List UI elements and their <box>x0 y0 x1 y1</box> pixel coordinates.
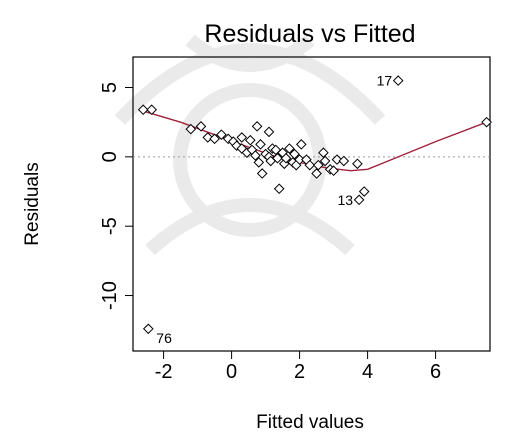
point-annotation: 17 <box>377 73 393 89</box>
data-point <box>137 104 149 116</box>
data-point <box>231 140 243 152</box>
data-point <box>328 165 339 177</box>
x-axis: -2 0 2 4 6 <box>155 351 441 383</box>
data-point <box>358 186 370 197</box>
data-point <box>311 168 322 179</box>
data-point <box>142 323 154 335</box>
data-point <box>289 148 300 160</box>
data-point <box>255 139 266 150</box>
data-point <box>256 168 268 179</box>
data-point <box>216 129 227 140</box>
data-point <box>304 159 316 171</box>
y-axis: 5 0 -5 -10 <box>99 82 133 310</box>
data-point <box>284 143 295 154</box>
data-point <box>272 152 283 164</box>
x-tick-label: 4 <box>362 361 373 383</box>
data-point <box>146 104 158 116</box>
data-point <box>392 75 404 86</box>
data-point <box>250 150 261 161</box>
y-tick-label: -5 <box>99 217 121 235</box>
data-point <box>263 126 275 138</box>
loess-smooth-line <box>143 110 487 172</box>
y-tick-label: 5 <box>99 82 121 93</box>
data-point <box>295 139 307 150</box>
data-points <box>137 75 492 335</box>
plot-frame <box>132 56 491 352</box>
data-point <box>353 194 365 206</box>
data-point <box>253 157 265 168</box>
point-annotation: 13 <box>338 192 354 208</box>
x-tick-label: -2 <box>155 361 173 383</box>
x-axis-label: Fitted values <box>256 412 364 433</box>
data-point <box>251 121 263 132</box>
point-annotations: 17 13 76 <box>156 73 392 346</box>
data-point <box>481 116 492 128</box>
data-point <box>318 147 329 158</box>
y-tick-label: -10 <box>99 281 121 310</box>
data-point <box>222 133 234 145</box>
data-point <box>319 155 331 167</box>
data-point <box>352 158 363 170</box>
data-point <box>331 154 343 165</box>
y-tick-label: 0 <box>99 151 121 162</box>
data-point <box>338 155 350 167</box>
data-point <box>209 133 220 145</box>
data-point <box>236 132 248 143</box>
data-point <box>278 158 290 170</box>
data-point <box>195 121 207 132</box>
data-point <box>273 183 285 195</box>
data-point <box>244 134 256 146</box>
chart-title: Residuals vs Fitted <box>204 20 415 48</box>
data-point <box>185 123 197 135</box>
x-tick-label: 2 <box>294 361 305 383</box>
x-tick-label: 0 <box>226 361 237 383</box>
point-annotation: 76 <box>156 330 172 346</box>
y-axis-label: Residuals <box>22 162 43 245</box>
data-point <box>202 132 214 143</box>
x-tick-label: 6 <box>430 361 441 383</box>
data-point <box>312 159 324 171</box>
data-point <box>280 152 292 164</box>
